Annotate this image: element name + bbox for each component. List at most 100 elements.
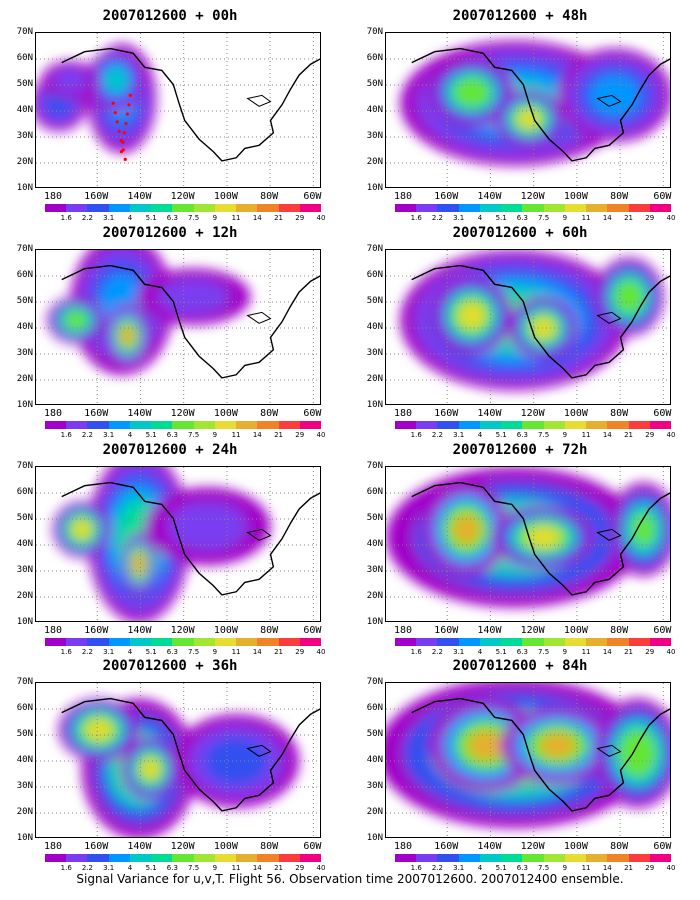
flight-track-point <box>115 120 119 124</box>
x-tick-label: 120W <box>170 625 195 636</box>
y-tick-label: 60N <box>16 53 33 63</box>
x-tick-label: 120W <box>170 408 195 419</box>
colorbar-label: 9 <box>212 214 218 222</box>
colorbar-swatch <box>45 204 67 212</box>
colorbar-label: 1.6 <box>410 431 422 439</box>
colorbar <box>45 638 322 646</box>
colorbar-label: 5.1 <box>495 431 507 439</box>
variance-field <box>36 33 320 187</box>
variance-contour <box>526 526 561 548</box>
panel-title: 2007012600 + 36h <box>102 658 238 674</box>
x-tick-label: 180 <box>393 191 413 202</box>
colorbar-swatch <box>108 854 130 862</box>
colorbar-swatch <box>543 638 565 646</box>
y-tick-label: 20N <box>16 591 33 601</box>
map-area <box>35 466 321 622</box>
colorbar-label: 1.6 <box>60 648 72 656</box>
colorbar-swatch <box>564 204 587 212</box>
x-tick-label: 120W <box>520 408 545 419</box>
colorbar-label: 21 <box>624 864 633 872</box>
colorbar-swatch <box>66 854 88 862</box>
colorbar-swatch <box>395 204 417 212</box>
y-tick-label: 10N <box>366 833 383 843</box>
y-tick-label: 70N <box>366 461 383 471</box>
colorbar-swatch <box>151 204 173 212</box>
colorbar-label: 4 <box>477 214 483 222</box>
panel-00h: 2007012600 + 00h 70N 60N 50N 40N 30N 20N 10N 180… <box>5 8 335 228</box>
colorbar-swatch <box>108 638 130 646</box>
x-tick-label: 140W <box>127 625 152 636</box>
x-tick-label: 100W <box>563 841 588 852</box>
colorbar-swatch <box>458 638 480 646</box>
colorbar-swatch <box>564 638 587 646</box>
x-tick-label: 180 <box>43 408 63 419</box>
x-tick-label: 80W <box>260 841 279 852</box>
variance-field <box>386 33 670 187</box>
colorbar-label: 29 <box>645 864 655 872</box>
colorbar-label: 3.1 <box>453 214 465 222</box>
y-tick-label: 70N <box>366 677 383 687</box>
coastline <box>61 697 320 812</box>
colorbar-swatch <box>437 204 459 212</box>
colorbar-swatch <box>628 638 650 646</box>
colorbar-label: 1.6 <box>60 214 72 222</box>
y-tick-label: 70N <box>366 244 383 254</box>
y-tick-label: 30N <box>366 131 383 141</box>
y-tick-label: 30N <box>366 348 383 358</box>
y-tick-label: 50N <box>366 729 383 739</box>
colorbar-swatch <box>458 204 480 212</box>
x-tick-label: 60W <box>303 191 322 202</box>
y-tick-label: 20N <box>16 807 33 817</box>
x-tick-label: 180 <box>43 625 63 636</box>
colorbar-swatch <box>278 421 300 429</box>
colorbar-label: 2.2 <box>81 648 94 656</box>
y-tick-label: 50N <box>366 513 383 523</box>
colorbar-label: 29 <box>295 214 305 222</box>
colorbar-label: 9 <box>212 864 218 872</box>
colorbar-swatch <box>458 854 480 862</box>
x-tick-label: 180 <box>393 625 413 636</box>
variance-contour <box>517 109 541 129</box>
panel-title: 2007012600 + 84h <box>452 658 588 674</box>
colorbar-label: 1.6 <box>410 864 422 872</box>
colorbar-swatch <box>193 204 215 212</box>
variance-contour <box>453 77 491 108</box>
colorbar-swatch <box>479 638 502 646</box>
colorbar-label: 29 <box>645 648 655 656</box>
variance-contour <box>531 317 555 339</box>
colorbar-label: 7.5 <box>538 864 550 872</box>
colorbar <box>395 854 672 862</box>
colorbar-label: 6.3 <box>516 648 528 656</box>
colorbar-swatch <box>437 854 459 862</box>
x-tick-label: 80W <box>610 841 629 852</box>
colorbar-label: 5.1 <box>495 648 507 656</box>
y-tick-label: 30N <box>16 348 33 358</box>
colorbar-label: 9 <box>212 648 218 656</box>
colorbar-swatch <box>236 638 258 646</box>
y-tick-label: 60N <box>366 487 383 497</box>
colorbar-swatch <box>172 854 194 862</box>
colorbar-label: 9 <box>212 431 218 439</box>
colorbar-label: 21 <box>274 431 283 439</box>
y-tick-label: 40N <box>366 105 383 115</box>
panel-title: 2007012600 + 48h <box>452 8 588 24</box>
flight-track-point <box>111 101 115 105</box>
colorbar-label: 3.1 <box>103 214 115 222</box>
colorbar-swatch <box>129 638 152 646</box>
colorbar-swatch <box>172 204 194 212</box>
x-tick-label: 80W <box>610 191 629 202</box>
flight-track-point <box>113 111 117 115</box>
variance-contour <box>631 512 656 547</box>
flight-track-point <box>117 129 121 133</box>
colorbar-swatch <box>522 204 544 212</box>
panel-24h: 2007012600 + 24h 70N 60N 50N 40N 30N 20N 10N 180… <box>5 442 335 662</box>
x-tick-label: 100W <box>563 625 588 636</box>
colorbar-label: 29 <box>295 431 305 439</box>
x-tick-label: 100W <box>213 191 238 202</box>
panel-84h: 2007012600 + 84h 70N 60N 50N 40N 30N 20N 10N 180… <box>355 658 685 878</box>
colorbar-swatch <box>66 638 88 646</box>
coastline <box>61 264 320 379</box>
x-tick-label: 100W <box>563 408 588 419</box>
colorbar-swatch <box>87 204 109 212</box>
x-tick-label: 180 <box>43 191 63 202</box>
